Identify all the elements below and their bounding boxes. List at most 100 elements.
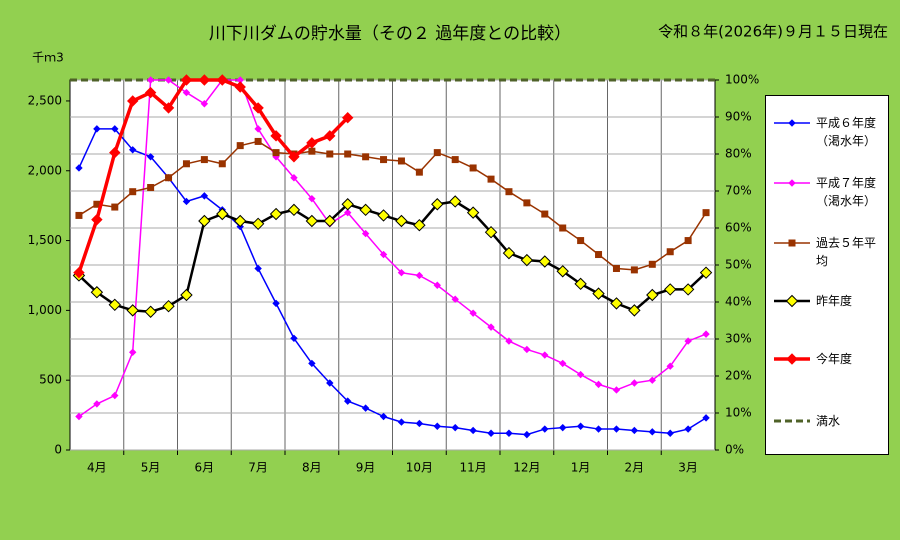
marker bbox=[397, 157, 405, 165]
marker bbox=[484, 225, 498, 239]
y-axis-label: 千ｍ3 bbox=[32, 51, 64, 65]
marker bbox=[377, 209, 390, 222]
marker bbox=[395, 214, 408, 228]
marker bbox=[702, 330, 710, 338]
marker bbox=[144, 86, 157, 99]
legend-swatch bbox=[774, 119, 810, 127]
legend-item: 今年度 bbox=[772, 350, 880, 368]
marker bbox=[164, 76, 173, 84]
y2-tick-label: 30% bbox=[725, 332, 752, 346]
y2-tick-label: 40% bbox=[725, 295, 752, 309]
marker bbox=[684, 237, 692, 245]
marker bbox=[648, 428, 656, 436]
marker bbox=[702, 414, 710, 422]
y-tick-label: 2,000 bbox=[28, 163, 62, 177]
x-tick-label: 1月 bbox=[571, 461, 591, 475]
marker bbox=[359, 203, 372, 217]
marker bbox=[469, 164, 477, 172]
marker bbox=[576, 370, 585, 379]
marker bbox=[559, 359, 567, 368]
marker bbox=[344, 397, 352, 405]
marker bbox=[469, 426, 477, 435]
marker bbox=[520, 253, 534, 267]
marker bbox=[73, 266, 85, 279]
marker bbox=[270, 130, 282, 142]
marker bbox=[344, 150, 352, 158]
marker bbox=[129, 146, 137, 154]
marker bbox=[93, 400, 101, 408]
marker bbox=[630, 379, 639, 387]
marker bbox=[397, 418, 406, 426]
marker bbox=[487, 323, 495, 331]
marker bbox=[251, 217, 265, 231]
legend-label: 過去５年平均 bbox=[816, 236, 877, 268]
marker bbox=[788, 239, 796, 247]
marker bbox=[559, 423, 567, 432]
marker bbox=[91, 213, 103, 226]
marker bbox=[487, 175, 495, 183]
marker bbox=[129, 188, 137, 196]
marker bbox=[216, 207, 229, 221]
marker bbox=[577, 237, 585, 245]
marker bbox=[362, 153, 370, 161]
marker bbox=[595, 251, 603, 259]
marker bbox=[290, 334, 298, 343]
marker bbox=[538, 255, 551, 268]
marker bbox=[380, 156, 388, 164]
marker bbox=[361, 229, 370, 238]
marker bbox=[612, 386, 621, 394]
legend-item: 過去５年平均 bbox=[772, 234, 880, 270]
marker bbox=[594, 425, 603, 433]
marker bbox=[218, 160, 226, 168]
legend-label: 今年度 bbox=[816, 352, 853, 366]
y2-tick-label: 100% bbox=[725, 73, 759, 87]
marker bbox=[147, 184, 155, 192]
marker bbox=[451, 295, 459, 303]
marker bbox=[269, 207, 283, 221]
marker bbox=[397, 268, 406, 277]
marker bbox=[111, 203, 119, 211]
legend-swatch bbox=[774, 294, 810, 308]
marker bbox=[466, 206, 480, 219]
x-tick-label: 12月 bbox=[513, 461, 540, 475]
marker bbox=[648, 260, 656, 268]
marker bbox=[646, 288, 659, 302]
marker bbox=[344, 208, 352, 217]
marker bbox=[111, 391, 119, 400]
marker bbox=[305, 214, 319, 228]
marker bbox=[505, 429, 513, 437]
marker bbox=[523, 345, 531, 354]
x-tick-label: 7月 bbox=[248, 461, 268, 475]
legend-item: 昨年度 bbox=[772, 292, 880, 310]
marker bbox=[326, 379, 334, 387]
marker bbox=[146, 76, 155, 84]
marker bbox=[431, 198, 444, 211]
marker bbox=[342, 111, 354, 124]
marker bbox=[129, 348, 137, 356]
marker bbox=[182, 88, 191, 97]
legend-swatch bbox=[774, 353, 810, 365]
marker bbox=[648, 376, 656, 384]
marker bbox=[610, 297, 623, 310]
marker bbox=[109, 146, 121, 159]
x-tick-label: 6月 bbox=[195, 461, 215, 475]
marker bbox=[182, 160, 190, 168]
marker bbox=[502, 246, 516, 260]
marker bbox=[180, 288, 193, 302]
y2-tick-label: 0% bbox=[725, 443, 744, 457]
marker bbox=[505, 188, 513, 196]
legend-swatch bbox=[774, 419, 810, 423]
legend-label: 満水 bbox=[816, 414, 841, 428]
marker bbox=[146, 153, 155, 161]
marker bbox=[127, 95, 139, 107]
marker bbox=[451, 156, 459, 164]
marker bbox=[684, 425, 692, 433]
marker bbox=[180, 74, 193, 86]
marker bbox=[415, 419, 424, 428]
marker bbox=[323, 214, 336, 228]
marker bbox=[664, 283, 677, 296]
marker bbox=[702, 209, 710, 217]
x-tick-label: 4月 bbox=[87, 461, 107, 475]
